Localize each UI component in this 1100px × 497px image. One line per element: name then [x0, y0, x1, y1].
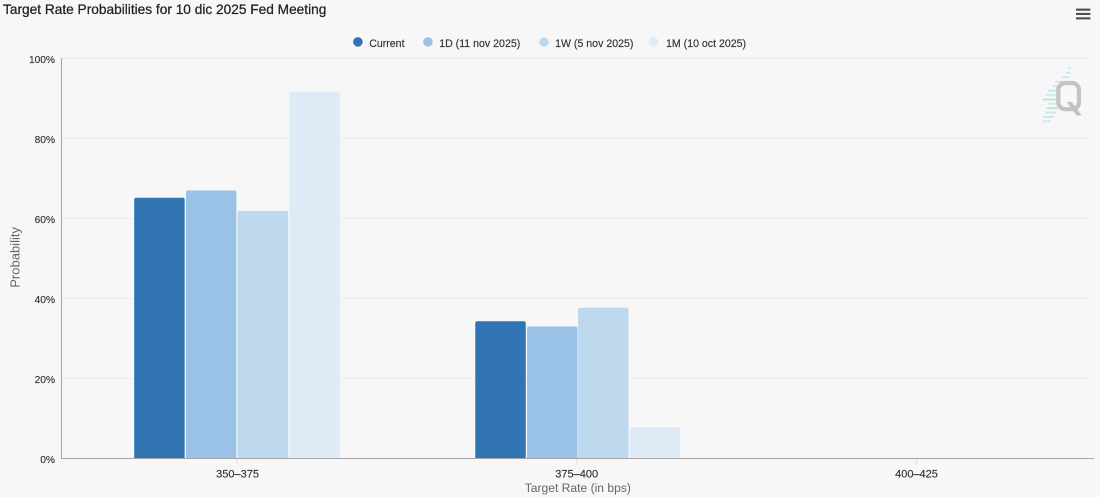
- svg-text:Current: Current: [369, 38, 404, 50]
- svg-text:20%: 20%: [35, 375, 55, 386]
- svg-text:Target Rate Probabilities for: Target Rate Probabilities for 10 dic 202…: [3, 2, 326, 17]
- svg-text:375–400: 375–400: [555, 469, 598, 481]
- svg-text:100%: 100%: [29, 55, 55, 66]
- svg-text:1W (5 nov 2025): 1W (5 nov 2025): [555, 38, 633, 50]
- svg-text:1M (10 oct 2025): 1M (10 oct 2025): [666, 38, 746, 50]
- svg-text:350–375: 350–375: [216, 469, 259, 481]
- svg-text:1D (11 nov 2025): 1D (11 nov 2025): [439, 38, 520, 50]
- svg-text:80%: 80%: [35, 135, 55, 146]
- svg-text:0%: 0%: [40, 455, 55, 466]
- svg-text:40%: 40%: [35, 295, 55, 306]
- svg-text:60%: 60%: [35, 215, 55, 226]
- svg-text:Probability: Probability: [8, 227, 23, 288]
- svg-text:Target Rate (in bps): Target Rate (in bps): [525, 481, 631, 495]
- svg-text:400–425: 400–425: [895, 469, 938, 481]
